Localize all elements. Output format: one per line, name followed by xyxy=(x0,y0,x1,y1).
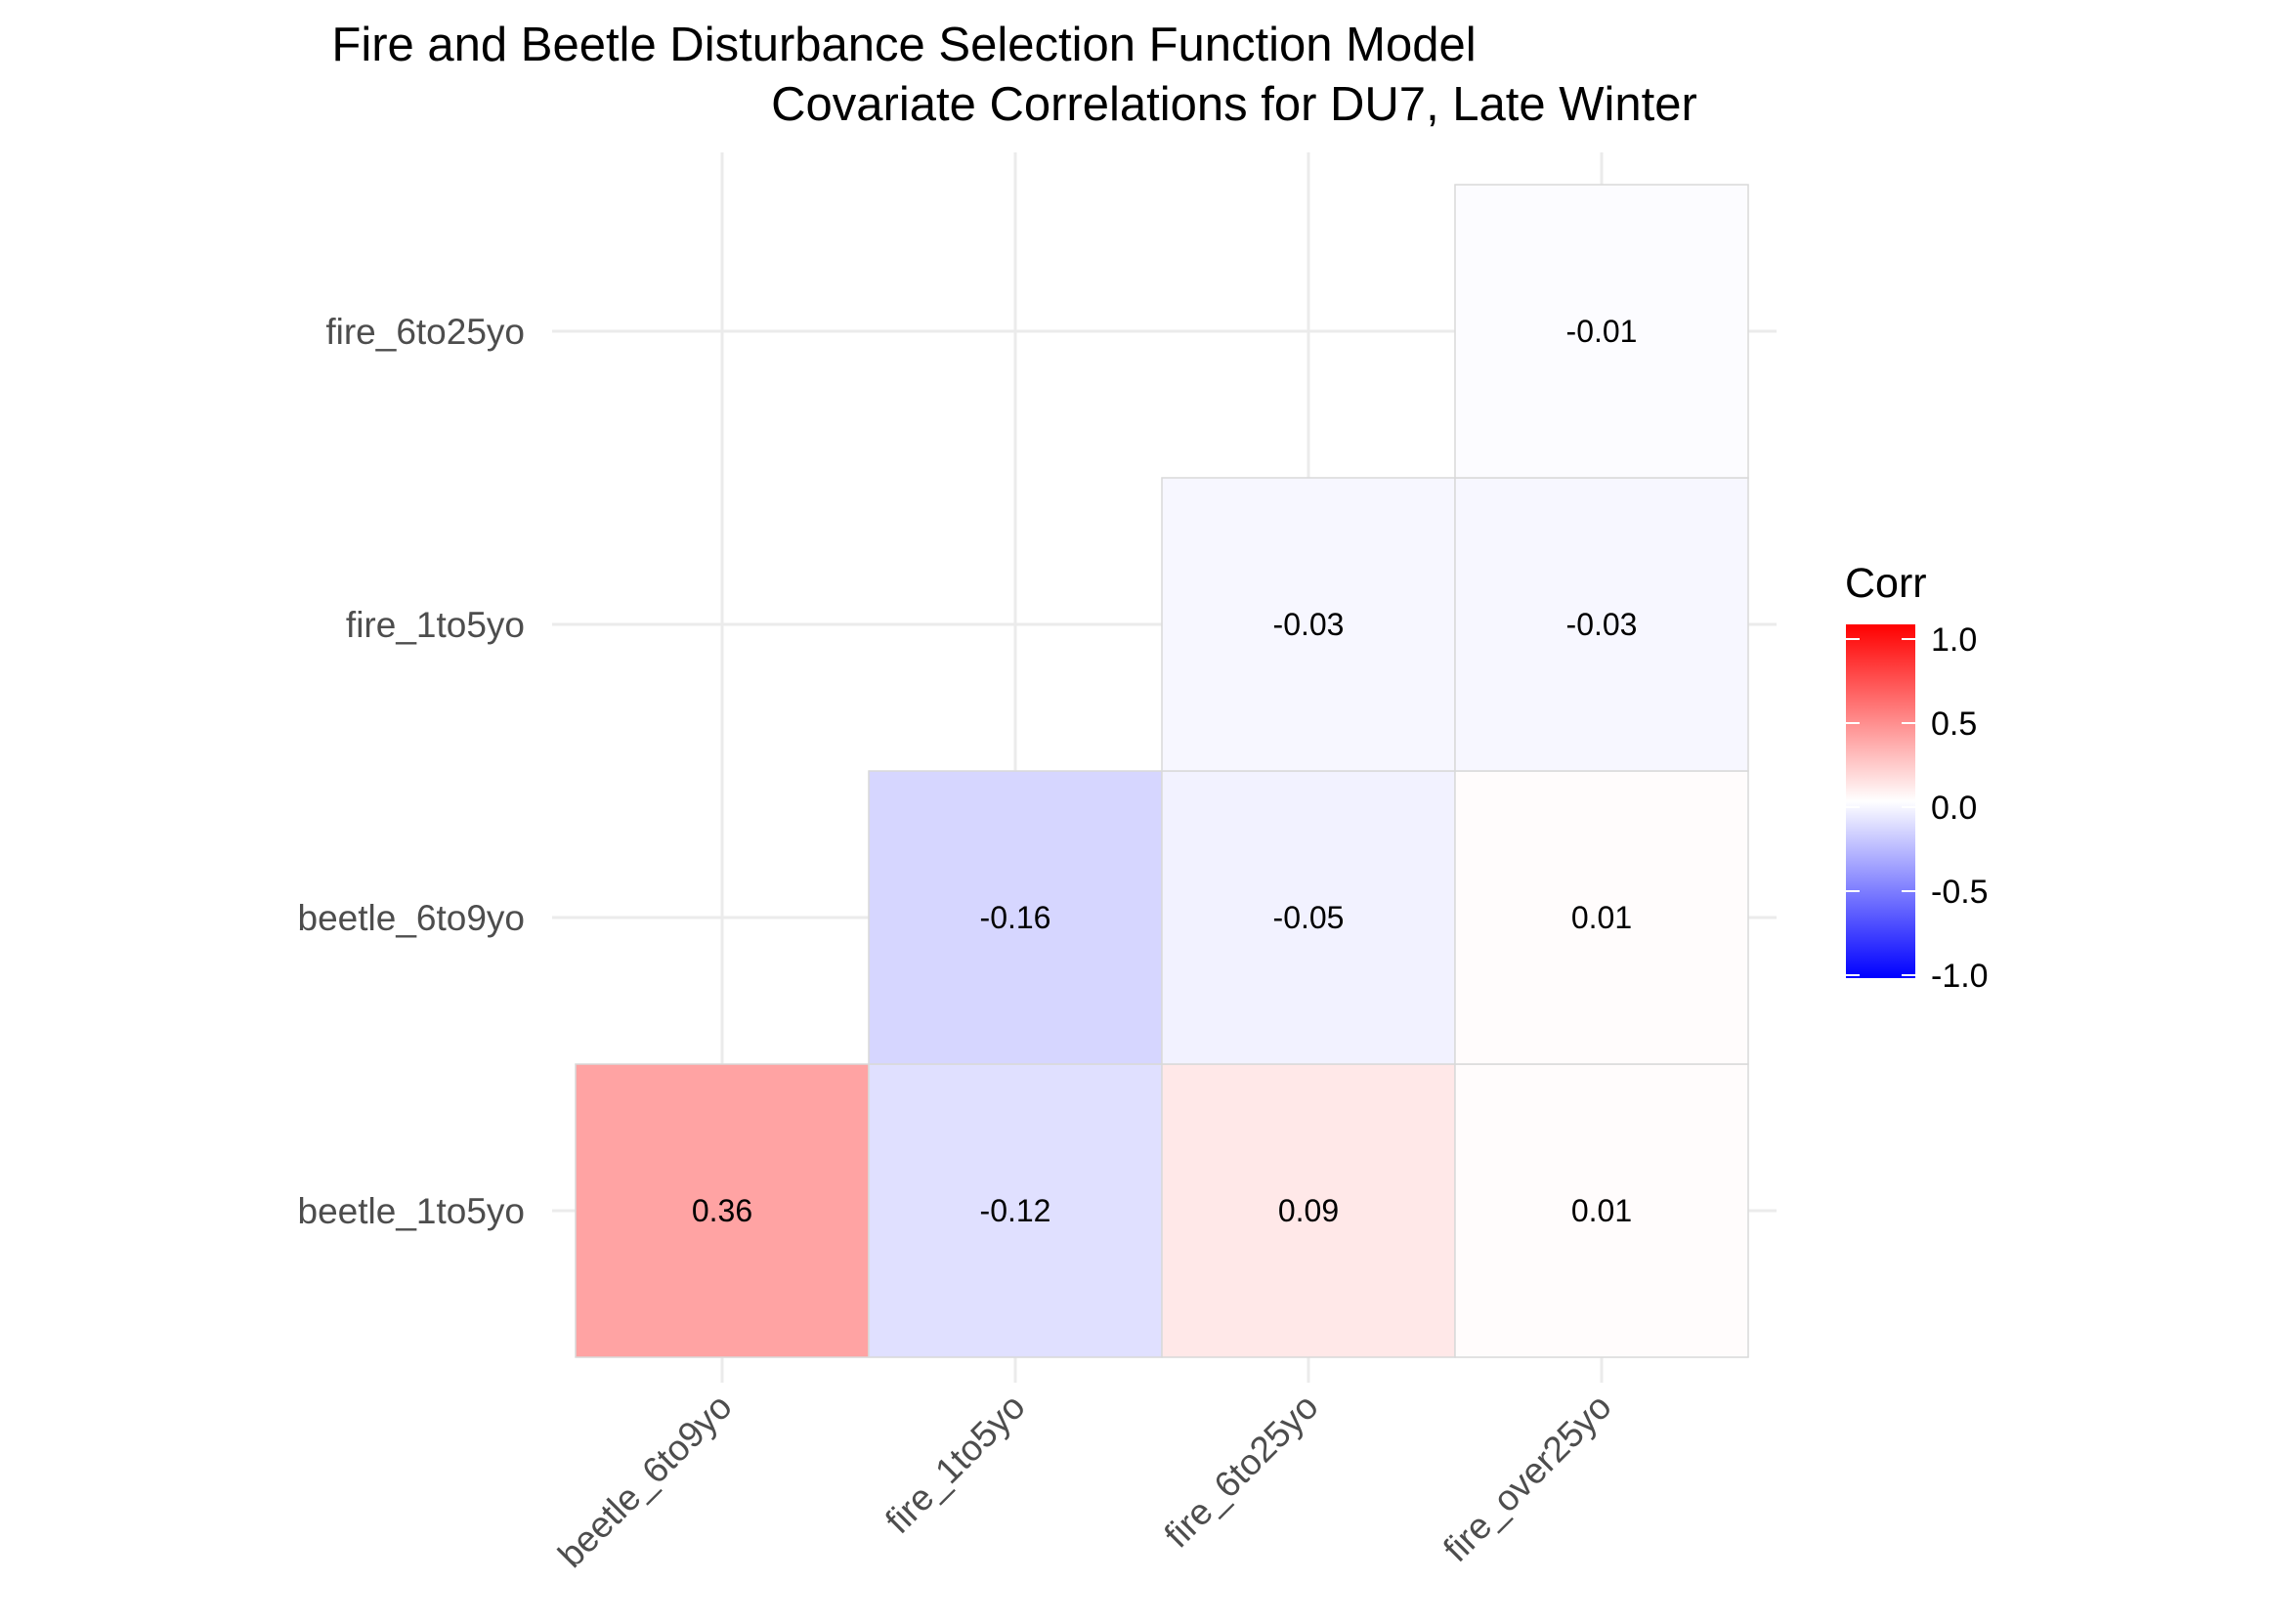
x-tick-label: fire_6to25yo xyxy=(1157,1387,1326,1556)
y-tick-label: beetle_6to9yo xyxy=(298,898,525,938)
y-tick-label: fire_1to5yo xyxy=(346,605,525,645)
cell-value-label: -0.03 xyxy=(1566,607,1638,642)
heatmap-cell xyxy=(575,1063,870,1358)
cell-value-label: -0.12 xyxy=(980,1193,1051,1228)
legend-tick-label: 1.0 xyxy=(1931,621,1977,659)
legend-colorbar xyxy=(1846,624,1915,978)
heatmap-cell xyxy=(1161,770,1456,1065)
cell-value-label: 0.01 xyxy=(1571,1193,1632,1228)
legend-tick-label: -0.5 xyxy=(1931,874,1989,911)
heatmap-cell xyxy=(1454,184,1749,479)
cell-value-label: 0.01 xyxy=(1571,900,1632,935)
legend-title: Corr xyxy=(1845,560,1927,607)
heatmap-cell xyxy=(868,1063,1163,1358)
y-tick-label: beetle_1to5yo xyxy=(298,1191,525,1231)
legend-ticks: 1.0 0.5 0.0 -0.5 -1.0 xyxy=(1846,621,1989,995)
heatmap-cell xyxy=(1454,477,1749,772)
x-tick-label: fire_1to5yo xyxy=(878,1387,1032,1541)
cell-value-label: -0.16 xyxy=(980,900,1051,935)
cell-value-label: 0.36 xyxy=(692,1193,752,1228)
cell-value-label: -0.01 xyxy=(1566,314,1638,349)
cell-value-label: -0.03 xyxy=(1273,607,1345,642)
x-axis-tick-labels: beetle_6to9yo fire_1to5yo fire_6to25yo fire… xyxy=(550,1387,1618,1575)
y-tick-label: fire_6to25yo xyxy=(325,312,525,352)
x-tick-label: fire_over25yo xyxy=(1435,1387,1619,1570)
chart-title: Fire and Beetle Disturbance Selection Fu… xyxy=(331,19,1476,71)
cell-value-label: -0.05 xyxy=(1273,900,1345,935)
color-legend: Corr 1.0 0.5 0.0 -0.5 -1.0 xyxy=(1845,560,1989,995)
x-tick-label: beetle_6to9yo xyxy=(550,1387,739,1575)
chart-subtitle: Covariate Correlations for DU7, Late Win… xyxy=(771,78,1697,131)
legend-tick-label: 0.0 xyxy=(1931,790,1977,827)
legend-tick-label: 0.5 xyxy=(1931,705,1977,743)
y-axis-tick-labels: beetle_1to5yo beetle_6to9yo fire_1to5yo fir… xyxy=(298,312,525,1231)
heatmap-cell xyxy=(1454,1063,1749,1358)
heatmap-cells: 0.36 -0.12 0.09 0.01 -0.16 -0.05 0.01 -0.03 -0.0… xyxy=(575,184,1749,1358)
cell-value-label: 0.09 xyxy=(1278,1193,1339,1228)
heatmap-cell xyxy=(1161,477,1456,772)
heatmap-cell xyxy=(1161,1063,1456,1358)
legend-tick-label: -1.0 xyxy=(1931,958,1989,995)
